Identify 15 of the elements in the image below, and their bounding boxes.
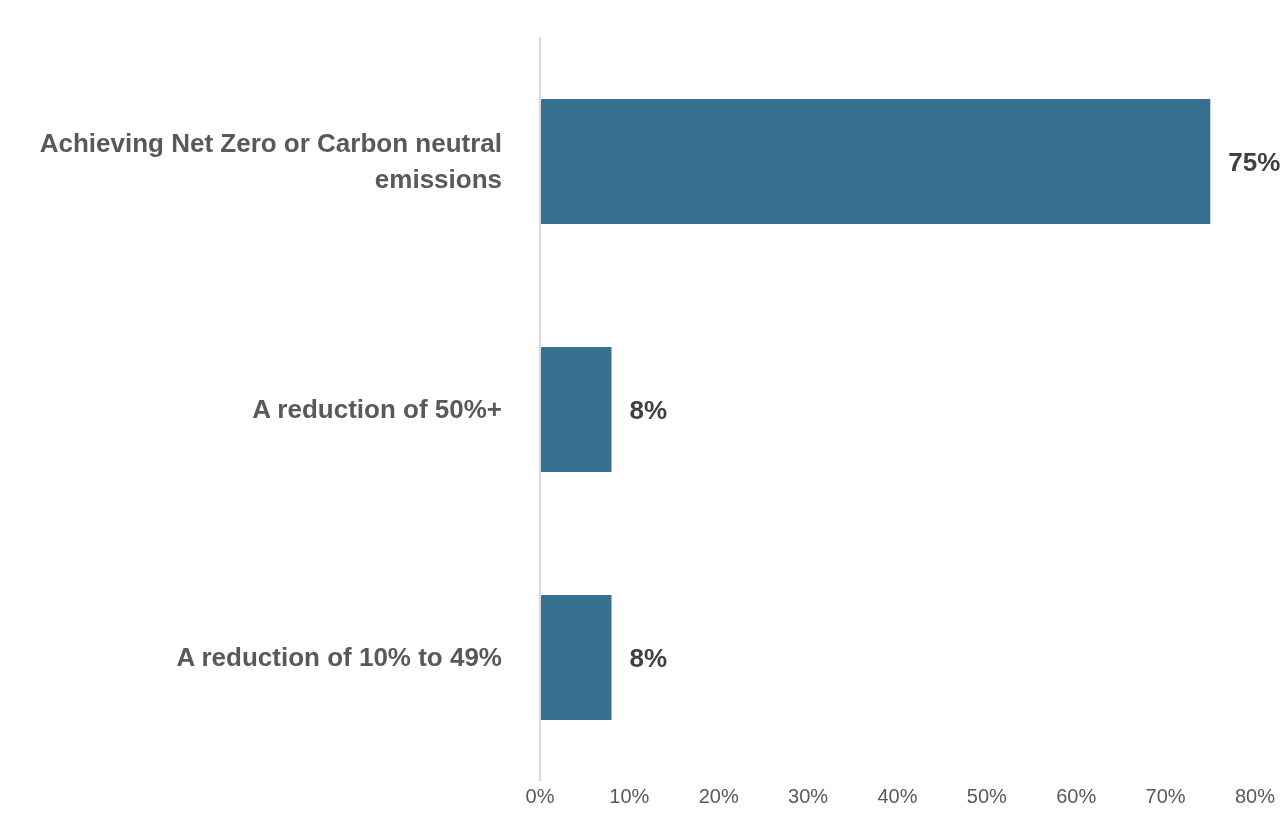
- x-tick-label: 10%: [609, 785, 650, 808]
- x-tick-label: 50%: [966, 785, 1008, 808]
- y-tick-label: A reduction of 50%+: [252, 394, 502, 424]
- data-label: 8%: [629, 394, 668, 425]
- x-tick-label: 80%: [1234, 785, 1276, 808]
- x-tick-label: 40%: [877, 785, 918, 808]
- x-tick-label: 0%: [525, 785, 555, 808]
- data-label: 75%: [1228, 146, 1281, 177]
- data-label: 8%: [629, 642, 668, 673]
- y-tick-label: Achieving Net Zero or Carbon neutral emissions: [39, 128, 502, 194]
- x-tick-label: 60%: [1056, 785, 1097, 808]
- x-tick-label: 20%: [698, 785, 739, 808]
- x-tick-label: 70%: [1145, 785, 1186, 808]
- y-tick-label: A reduction of 10% to 49%: [176, 642, 502, 672]
- x-tick-label: 30%: [788, 785, 829, 808]
